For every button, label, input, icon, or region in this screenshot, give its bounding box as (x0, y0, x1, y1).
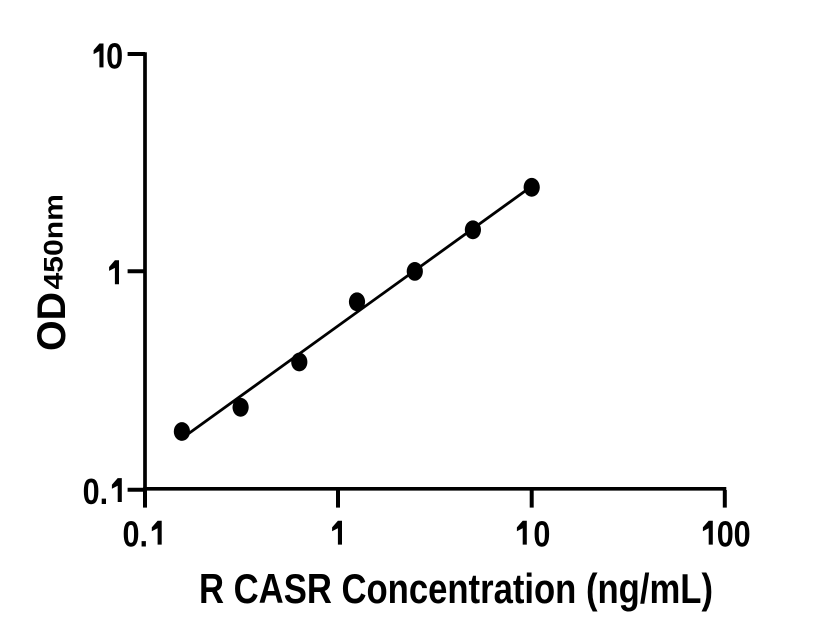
svg-text:0.: 0. (123, 513, 149, 554)
svg-text:R CASR Concentration (ng/mL): R CASR Concentration (ng/mL) (199, 565, 713, 612)
svg-text:0.: 0. (83, 471, 109, 512)
svg-text:0: 0 (106, 36, 123, 77)
svg-text:0: 0 (533, 513, 550, 554)
svg-text:450nm: 450nm (38, 194, 68, 290)
svg-text:OD: OD (30, 292, 74, 351)
svg-text:00: 00 (717, 513, 751, 554)
